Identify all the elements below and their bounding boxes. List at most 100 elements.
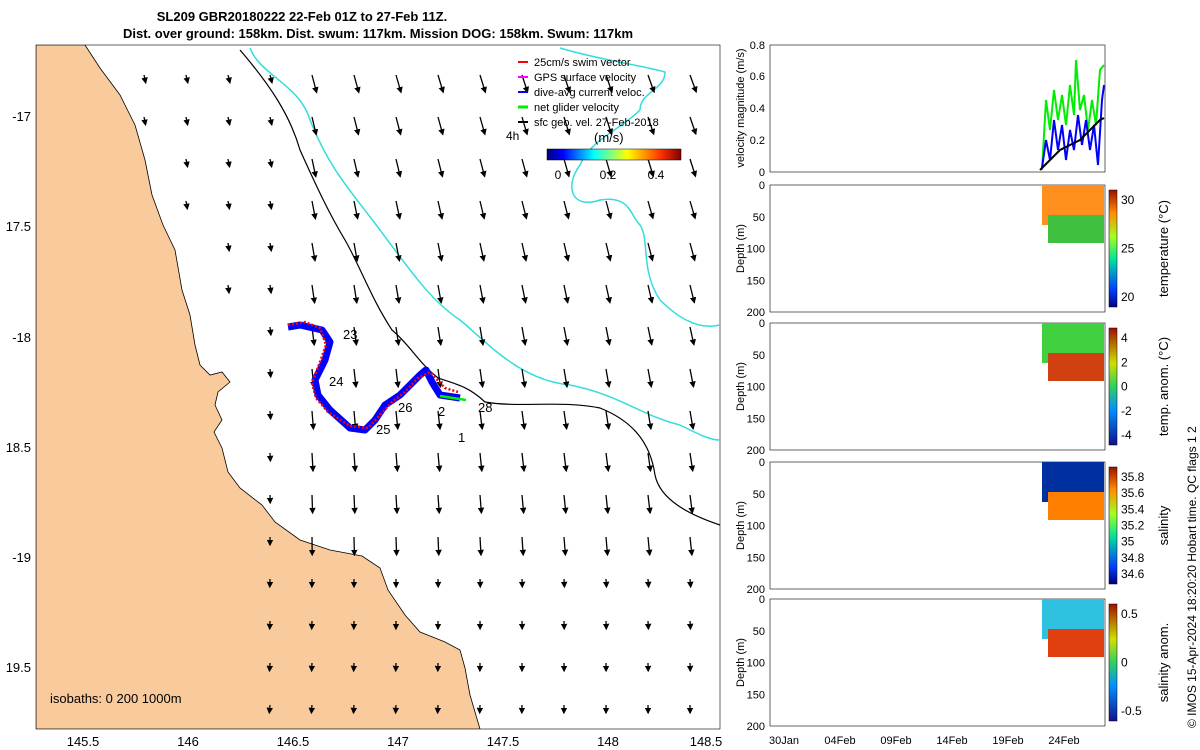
current-vector [309,452,316,473]
current-vector [479,116,487,136]
isobaths-label: isobaths: 0 200 1000m [50,691,182,706]
current-vector [437,116,445,136]
current-vector [225,158,232,169]
colorbar-tick: -0.5 [1121,704,1142,718]
current-vector [563,284,570,304]
y-tick: 100 [747,658,765,670]
legend-dive-avg: dive-avg current veloc. [534,87,645,99]
current-vector [605,242,613,262]
net-glider-velocity [439,394,467,402]
y-tick: 150 [747,275,765,287]
current-vector [646,452,653,473]
section-data-lower [1048,629,1104,657]
current-vector [645,536,653,557]
section-ylabel: Depth (m) [735,638,747,687]
y-tick: 200 [747,584,765,596]
current-vector [351,452,359,473]
colorbar-tick: 34.6 [1121,567,1145,581]
current-vector [351,494,358,515]
colorbar-tick: -2 [1121,404,1132,418]
colorbar-tick: -4 [1121,428,1132,442]
current-vector [688,494,695,515]
speed-colorbar [546,148,682,161]
lon-ticks: 145.5 146 146.5 147 147.5 148 148.5 [67,734,723,749]
colorbar-tick: 30 [1121,193,1135,207]
colorbar-tick: 35.4 [1121,502,1145,516]
isobath-200m [239,49,720,526]
lon-tick: 147 [387,734,409,749]
current-vector [478,410,485,431]
current-vector [563,200,571,220]
current-vector [437,242,444,262]
current-vector [521,200,529,220]
current-vector [225,200,232,211]
current-vector [521,242,529,262]
current-vector [436,326,444,347]
legend-sfc-geo: sfc geo. vel. 27-Feb-2018 [534,117,659,129]
isobath-1000m-upper [559,47,720,327]
current-vector [647,158,655,178]
current-vector [689,74,698,94]
time-axis: 30Jan 04Feb 09Feb 14Feb 19Feb 24Feb [769,735,1080,747]
y-tick: 0 [759,457,765,469]
current-vector [605,74,614,94]
legend-swim: 25cm/s swim vector [534,57,631,69]
y-tick: 0.2 [750,135,765,147]
current-vector [602,578,610,589]
current-vector [309,494,316,515]
current-vector [311,200,318,220]
current-vector [353,116,361,136]
current-vector [225,74,232,85]
lat-tick: 18.5 [6,440,31,455]
current-vector [267,116,274,127]
lon-tick: 145.5 [67,734,100,749]
lat-tick: -18 [12,330,31,345]
current-vector [477,536,484,557]
current-vector [563,242,571,262]
current-vector [437,200,445,220]
legend-net: net glider velocity [534,102,619,114]
y-tick: 0 [759,318,765,330]
current-vector [603,536,611,557]
y-tick: 150 [747,552,765,564]
section-data-lower [1048,492,1104,520]
current-vector [141,116,148,127]
current-vector [393,494,400,515]
current-vector [267,368,274,379]
current-vector [267,158,274,169]
y-tick: 0 [759,180,765,192]
current-vector [352,326,359,347]
current-vector [353,74,361,94]
current-vector [435,494,443,515]
colorbar-tick: 0 [555,168,562,182]
current-vector [647,326,654,346]
y-tick: 200 [747,721,765,733]
y-tick: 200 [747,307,765,319]
current-vector [689,200,697,220]
colorbar-tick: 0 [1121,380,1128,394]
current-vector [478,368,486,389]
current-vector [647,242,655,262]
y-tick: 50 [753,489,765,501]
current-vector [183,158,190,169]
colorbar-tick: 4 [1121,331,1128,345]
day-label: 1 [458,430,465,445]
current-vector [687,578,694,589]
day-label: 24 [329,374,343,389]
current-vector [478,326,486,347]
current-vector [435,452,443,473]
y-tick: 150 [747,689,765,701]
lon-tick: 148.5 [690,734,723,749]
current-vector [353,158,361,178]
current-vector [436,410,443,431]
current-vector [437,74,445,94]
section-data-lower [1048,215,1104,243]
lat-tick: 19.5 [6,660,31,675]
glider-track [287,321,461,434]
current-vector [688,452,696,473]
current-vector [479,74,487,94]
current-vector [647,284,655,304]
current-vector [393,452,401,473]
current-vector [647,200,655,220]
